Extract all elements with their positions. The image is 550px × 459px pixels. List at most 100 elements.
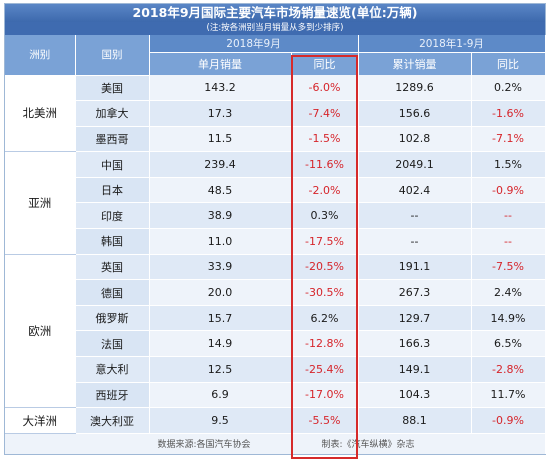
page-title: 2018年9月国际主要汽车市场销量速览(单位:万辆) xyxy=(5,4,545,22)
cum-sales-cell: 102.8 xyxy=(358,126,472,153)
continent-cell: 欧洲 xyxy=(5,254,76,409)
country-cell: 英国 xyxy=(75,254,150,281)
cum-sales-cell: 1289.6 xyxy=(358,75,472,102)
country-cell: 意大利 xyxy=(75,356,150,383)
month-yoy-cell: -17.0% xyxy=(291,382,359,409)
header-row-columns: 单月销量 同比 累计销量 同比 xyxy=(5,52,546,75)
table-row: 西班牙 6.9 -17.0% 104.3 11.7% xyxy=(5,382,546,409)
month-sales-cell: 6.9 xyxy=(149,382,292,409)
country-cell: 加拿大 xyxy=(75,100,150,127)
month-sales-cell: 9.5 xyxy=(149,407,292,434)
table-row: 大洋洲 澳大利亚 9.5 -5.5% 88.1 -0.9% xyxy=(5,407,546,434)
table-note: (注:按各洲别当月销量从多到少排序) xyxy=(5,22,545,35)
header-period-month: 2018年9月 xyxy=(149,35,359,53)
continent-cell: 北美洲 xyxy=(5,75,76,153)
table-row: 墨西哥 11.5 -1.5% 102.8 -7.1% xyxy=(5,126,546,153)
cum-yoy-cell: -- xyxy=(471,228,546,255)
month-sales-cell: 48.5 xyxy=(149,177,292,204)
month-sales-cell: 239.4 xyxy=(149,151,292,178)
header-cum-yoy: 同比 xyxy=(471,52,546,75)
month-yoy-cell: -2.0% xyxy=(291,177,359,204)
header-row-period: 洲别 国别 2018年9月 2018年1-9月 xyxy=(5,35,546,76)
month-yoy-cell: -12.8% xyxy=(291,330,359,358)
country-cell: 韩国 xyxy=(75,228,150,255)
country-cell: 印度 xyxy=(75,202,150,230)
cum-yoy-cell: 2.4% xyxy=(471,279,546,306)
header-cum-sales: 累计销量 xyxy=(358,52,472,75)
country-cell: 美国 xyxy=(75,75,150,102)
cum-yoy-cell: -- xyxy=(471,202,546,230)
cum-yoy-cell: -0.9% xyxy=(471,177,546,204)
continent-cell: 亚洲 xyxy=(5,151,76,255)
cum-yoy-cell: 14.9% xyxy=(471,305,546,332)
table-row: 意大利 12.5 -25.4% 149.1 -2.8% xyxy=(5,356,546,383)
table-row: 加拿大 17.3 -7.4% 156.6 -1.6% xyxy=(5,100,546,127)
country-cell: 法国 xyxy=(75,330,150,358)
cum-yoy-cell: -1.6% xyxy=(471,100,546,127)
header-month-sales: 单月销量 xyxy=(149,52,292,75)
cum-sales-cell: 166.3 xyxy=(358,330,472,358)
cum-yoy-cell: 6.5% xyxy=(471,330,546,358)
table-row: 亚洲 中国 239.4 -11.6% 2049.1 1.5% xyxy=(5,151,546,255)
cum-sales-cell: 104.3 xyxy=(358,382,472,409)
table-row: 印度 38.9 0.3% -- -- xyxy=(5,202,546,230)
table-row: 北美洲 美国 143.2 -6.0% 1289.6 0.2% xyxy=(5,75,546,153)
cum-sales-cell: 88.1 xyxy=(358,407,472,434)
month-sales-cell: 20.0 xyxy=(149,279,292,306)
cum-yoy-cell: -2.8% xyxy=(471,356,546,383)
cum-sales-cell: -- xyxy=(358,202,472,230)
footer-source: 数据来源:各国汽车协会 xyxy=(5,433,292,454)
month-sales-cell: 11.5 xyxy=(149,126,292,153)
month-yoy-cell: -1.5% xyxy=(291,126,359,153)
cum-sales-cell: 129.7 xyxy=(358,305,472,332)
table-row: 欧洲 英国 33.9 -20.5% 191.1 -7.5% xyxy=(5,254,546,409)
continent-cell: 大洋洲 xyxy=(5,407,76,434)
cum-sales-cell: 2049.1 xyxy=(358,151,472,178)
month-yoy-cell: -7.4% xyxy=(291,100,359,127)
month-sales-cell: 15.7 xyxy=(149,305,292,332)
cum-yoy-cell: -7.1% xyxy=(471,126,546,153)
cum-sales-cell: 149.1 xyxy=(358,356,472,383)
sales-table: 洲别 国别 2018年9月 2018年1-9月 单月销量 同比 累计销量 同比 … xyxy=(5,35,546,454)
month-sales-cell: 38.9 xyxy=(149,202,292,230)
country-cell: 德国 xyxy=(75,279,150,306)
month-yoy-cell: 0.3% xyxy=(291,202,359,230)
table-row: 日本 48.5 -2.0% 402.4 -0.9% xyxy=(5,177,546,204)
cum-sales-cell: 191.1 xyxy=(358,254,472,281)
country-cell: 中国 xyxy=(75,151,150,178)
month-yoy-cell: -17.5% xyxy=(291,228,359,255)
cum-sales-cell: -- xyxy=(358,228,472,255)
header-month-yoy: 同比 xyxy=(291,52,359,75)
month-sales-cell: 33.9 xyxy=(149,254,292,281)
month-yoy-cell: -30.5% xyxy=(291,279,359,306)
month-sales-cell: 11.0 xyxy=(149,228,292,255)
month-sales-cell: 12.5 xyxy=(149,356,292,383)
month-sales-cell: 143.2 xyxy=(149,75,292,102)
month-yoy-cell: -11.6% xyxy=(291,151,359,178)
table-row: 德国 20.0 -30.5% 267.3 2.4% xyxy=(5,279,546,306)
country-cell: 墨西哥 xyxy=(75,126,150,153)
cum-yoy-cell: 11.7% xyxy=(471,382,546,409)
header-continent: 洲别 xyxy=(5,35,76,76)
month-sales-cell: 14.9 xyxy=(149,330,292,358)
table-row: 韩国 11.0 -17.5% -- -- xyxy=(5,228,546,255)
footer-row: 数据来源:各国汽车协会 制表:《汽车纵横》杂志 xyxy=(5,433,546,454)
month-yoy-cell: -5.5% xyxy=(291,407,359,434)
header-period-ytd: 2018年1-9月 xyxy=(358,35,546,53)
cum-yoy-cell: -0.9% xyxy=(471,407,546,434)
month-yoy-cell: 6.2% xyxy=(291,305,359,332)
cum-sales-cell: 156.6 xyxy=(358,100,472,127)
month-yoy-cell: -6.0% xyxy=(291,75,359,102)
footer-maker: 制表:《汽车纵横》杂志 xyxy=(291,433,546,454)
sales-table-panel: 2018年9月国际主要汽车市场销量速览(单位:万辆) (注:按各洲别当月销量从多… xyxy=(4,3,546,459)
cum-sales-cell: 267.3 xyxy=(358,279,472,306)
header-country: 国别 xyxy=(75,35,150,76)
table-row: 法国 14.9 -12.8% 166.3 6.5% xyxy=(5,330,546,358)
cum-yoy-cell: 1.5% xyxy=(471,151,546,178)
cum-yoy-cell: 0.2% xyxy=(471,75,546,102)
cum-sales-cell: 402.4 xyxy=(358,177,472,204)
country-cell: 日本 xyxy=(75,177,150,204)
month-yoy-cell: -20.5% xyxy=(291,254,359,281)
country-cell: 俄罗斯 xyxy=(75,305,150,332)
table-row: 俄罗斯 15.7 6.2% 129.7 14.9% xyxy=(5,305,546,332)
